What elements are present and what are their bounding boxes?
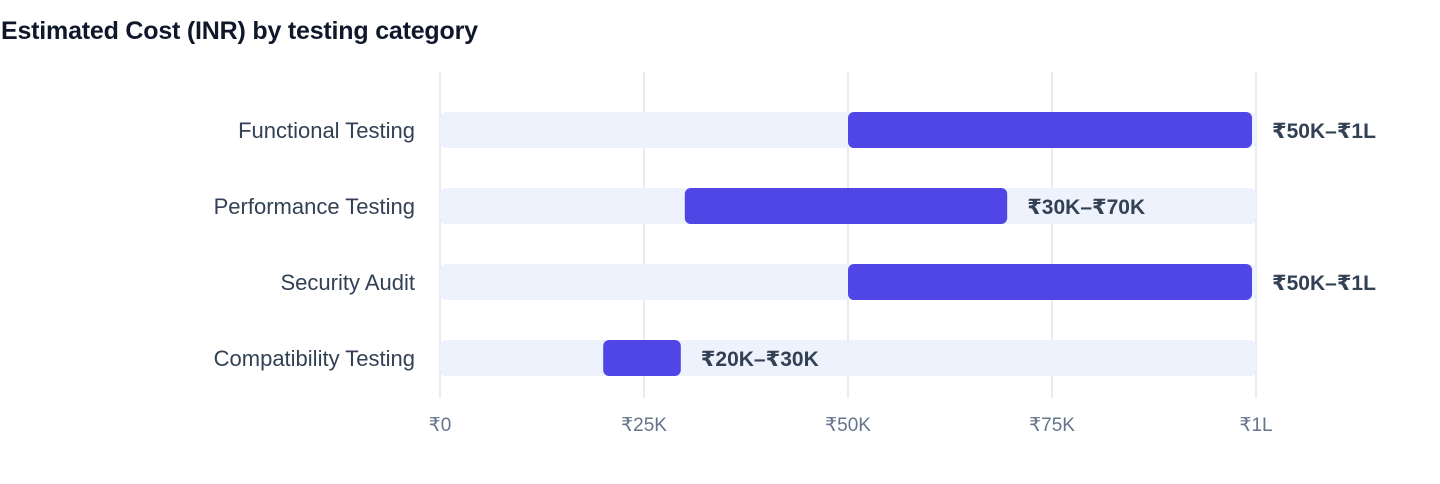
value-label: ₹50K–₹1L xyxy=(1272,120,1376,143)
range-bar xyxy=(848,264,1252,300)
range-bars xyxy=(603,112,1252,376)
x-tick-label: ₹75K xyxy=(1029,415,1075,436)
chart-title: Estimated Cost (INR) by testing category xyxy=(1,17,478,45)
value-label: ₹20K–₹30K xyxy=(701,348,819,371)
range-bar xyxy=(848,112,1252,148)
x-tick-label: ₹50K xyxy=(825,415,871,436)
value-label: ₹30K–₹70K xyxy=(1027,196,1145,219)
category-label: Security Audit xyxy=(280,270,415,295)
category-label: Compatibility Testing xyxy=(214,346,415,371)
x-axis-tick-labels: ₹0 ₹25K ₹50K ₹75K ₹1L xyxy=(429,415,1273,436)
x-tick-label: ₹25K xyxy=(621,415,667,436)
category-labels: Functional Testing Performance Testing Sec… xyxy=(214,118,415,371)
value-label: ₹50K–₹1L xyxy=(1272,272,1376,295)
x-tick-label: ₹0 xyxy=(429,415,452,436)
category-label: Functional Testing xyxy=(238,118,415,143)
x-tick-label: ₹1L xyxy=(1239,415,1272,436)
value-labels: ₹50K–₹1L ₹30K–₹70K ₹50K–₹1L ₹20K–₹30K xyxy=(701,120,1376,371)
category-label: Performance Testing xyxy=(214,194,415,219)
range-bar xyxy=(603,340,681,376)
range-bar xyxy=(684,188,1008,224)
bar-track xyxy=(440,340,1256,376)
